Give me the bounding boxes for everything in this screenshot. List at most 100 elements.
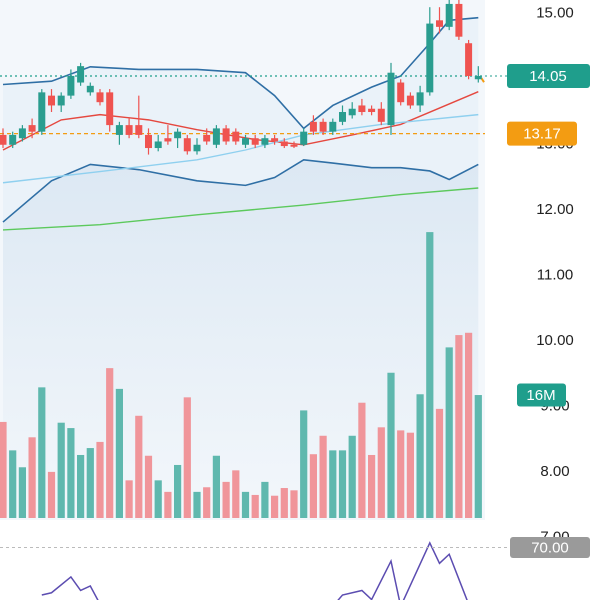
candle-body <box>426 23 434 93</box>
candle-body <box>164 138 172 142</box>
candle-body <box>28 125 36 132</box>
volume-bar <box>241 491 250 518</box>
volume-bar <box>387 372 395 518</box>
volume-bar <box>445 347 453 518</box>
candle-body <box>67 75 75 96</box>
volume-bar <box>115 388 123 518</box>
candle-body <box>96 92 104 103</box>
candle-body <box>135 125 143 135</box>
candle-body <box>232 131 240 142</box>
volume-bar <box>329 450 337 518</box>
volume-bar <box>290 490 298 518</box>
candle-body <box>271 138 279 142</box>
volume-bar <box>9 450 17 518</box>
volume-bar <box>377 427 385 518</box>
candle-body <box>290 144 298 147</box>
volume-bar <box>222 481 230 518</box>
band-line <box>2 16 479 130</box>
candle-body <box>48 95 55 106</box>
candle-body <box>212 128 220 145</box>
candle-body <box>358 105 366 113</box>
volume-bar <box>416 394 424 518</box>
candle-body <box>436 20 443 27</box>
candle-body <box>474 75 482 80</box>
candle-body <box>106 92 114 126</box>
candle-body <box>9 134 17 145</box>
volume-bar <box>474 395 482 518</box>
volume-bar <box>426 232 434 518</box>
volume-bar <box>203 487 211 518</box>
y-tick-label: 10.00 <box>536 332 574 349</box>
volume-bar <box>455 335 463 518</box>
volume-bar <box>348 435 356 518</box>
rsi-tag <box>510 536 590 558</box>
volume-bar <box>193 491 201 518</box>
candle-body <box>242 138 249 145</box>
candle-body <box>222 128 230 142</box>
y-tick-label: 15.00 <box>536 5 574 22</box>
y-tick-label: 11.00 <box>537 267 573 284</box>
price-tag-label: 14.05 <box>529 68 567 85</box>
volume-bar <box>18 467 26 518</box>
volume-bar <box>358 402 366 518</box>
volume-bar <box>300 410 308 518</box>
candle-body <box>203 134 211 142</box>
candle-body <box>300 131 308 145</box>
candle-body <box>261 138 269 145</box>
candle-body <box>387 72 395 126</box>
volume-bar <box>86 448 94 518</box>
candle-body <box>445 3 453 27</box>
volume-bar <box>47 471 56 518</box>
candle-body <box>0 134 7 145</box>
y-tick-label: 8.00 <box>540 463 569 480</box>
volume-bar <box>183 397 191 518</box>
y-tick-label: 12.00 <box>536 201 574 218</box>
volume-bar <box>125 480 133 518</box>
candle-body <box>18 128 26 139</box>
volume-bar <box>135 415 143 518</box>
candle-body <box>183 138 191 152</box>
candle-body <box>115 125 123 135</box>
volume-bar <box>67 428 75 518</box>
candle-body <box>193 144 201 152</box>
volume-bar <box>338 450 347 518</box>
candle-body <box>309 121 317 132</box>
candle-body <box>280 141 288 147</box>
candle-body <box>251 138 259 145</box>
candle-body <box>319 121 327 132</box>
candle-body <box>406 95 414 106</box>
volume-bar <box>106 368 114 518</box>
candle-body <box>145 134 152 149</box>
volume-bar <box>435 408 444 518</box>
volume-tag <box>517 383 566 407</box>
candle-body <box>377 108 385 122</box>
volume-bar <box>280 488 288 518</box>
candle-body <box>465 43 473 76</box>
volume-bar <box>251 494 259 518</box>
rsi-tag-label: 70.00 <box>531 539 569 556</box>
volume-bar <box>0 421 7 518</box>
volume-bar <box>309 454 317 518</box>
candle-body <box>455 3 463 37</box>
price-tag <box>507 63 590 88</box>
volume-bar <box>406 432 414 518</box>
candle-body <box>57 95 65 106</box>
volume-bar <box>57 422 65 518</box>
volume-bar <box>144 455 153 518</box>
volume-bar <box>397 430 405 518</box>
candle-body <box>174 131 182 139</box>
volume-bar <box>465 332 473 518</box>
volume-tag-label: 16M <box>526 387 555 404</box>
price-tag <box>507 121 577 146</box>
volume-bar <box>164 491 172 518</box>
volume-bar <box>28 437 36 518</box>
candle-body <box>416 92 424 106</box>
candle-body <box>86 85 94 93</box>
candle-body <box>329 121 337 132</box>
volume-bar <box>77 454 85 518</box>
candle-body <box>125 125 133 135</box>
volume-bar <box>96 441 104 518</box>
volume-bar <box>212 455 220 518</box>
candle-body <box>38 92 46 132</box>
